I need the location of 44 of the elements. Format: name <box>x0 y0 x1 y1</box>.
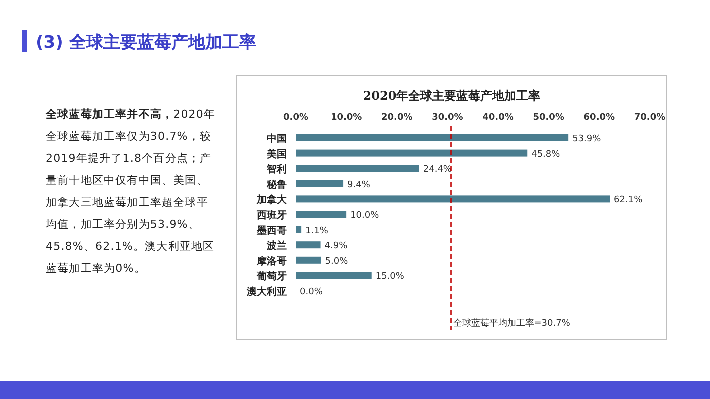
x-tick-label: 20.0% <box>382 113 413 123</box>
chart-subtitle: 2020年全球主要蓝莓产地加工率 <box>363 89 541 103</box>
data-label: 1.1% <box>306 226 329 236</box>
y-tick-label: 智利 <box>266 164 287 176</box>
y-tick-label: 墨西哥 <box>256 224 287 237</box>
data-label: 4.9% <box>324 242 348 252</box>
bar <box>296 180 344 188</box>
y-tick-label: 西班牙 <box>256 210 287 222</box>
data-label: 15.0% <box>376 272 405 282</box>
bar <box>296 226 302 234</box>
x-tick-label: 70.0% <box>634 113 666 123</box>
x-tick-label: 30.0% <box>432 113 464 123</box>
x-tick-label: 40.0% <box>482 113 514 123</box>
data-label: 45.8% <box>532 150 561 160</box>
data-label: 53.9% <box>572 134 602 144</box>
y-tick-label: 中国 <box>267 133 287 145</box>
x-tick-label: 0.0% <box>284 113 308 123</box>
y-tick-label: 美国 <box>266 148 287 160</box>
ref-line-label: 全球蓝莓平均加工率=30.7% <box>453 318 571 329</box>
x-tick-label: 10.0% <box>330 113 362 123</box>
data-label: 62.1% <box>614 196 644 206</box>
y-tick-label: 葡萄牙 <box>256 270 287 283</box>
y-tick-label: 加拿大 <box>256 194 288 206</box>
bar <box>296 272 372 280</box>
bar <box>296 134 569 142</box>
y-tick-label: 澳大利亚 <box>246 286 287 298</box>
text: 全球蓝莓加工率并不高，2020年全球蓝莓加工率仅为30.7%，较2019年提升了1.8个百分点；产量前十地区中仅有中国、美国、加拿大三地蓝莓加工率超全球平均值，加工率分别为53.9%、45.8%、62.1%。澳大利亚地区蓝莓加工率为0%。 <box>46 108 216 275</box>
y-tick-label: 波兰 <box>266 240 287 252</box>
text: (3) 全球主要蓝莓产地加工率 <box>36 33 256 53</box>
y-tick-label: 摩洛哥 <box>256 255 287 268</box>
bar <box>296 256 322 264</box>
data-label: 5.0% <box>325 256 349 267</box>
bar <box>296 150 528 157</box>
bar <box>296 242 321 249</box>
x-tick-label: 50.0% <box>533 113 564 123</box>
bar <box>296 211 347 218</box>
bar <box>296 196 610 203</box>
x-tick-label: 60.0% <box>584 113 616 123</box>
data-label: 24.4% <box>423 165 452 176</box>
bar <box>296 165 420 172</box>
data-label: 9.4% <box>348 180 371 190</box>
data-label: 10.0% <box>350 211 380 221</box>
y-tick-label: 秘鲁 <box>266 178 287 191</box>
data-label: 0.0% <box>300 288 324 298</box>
